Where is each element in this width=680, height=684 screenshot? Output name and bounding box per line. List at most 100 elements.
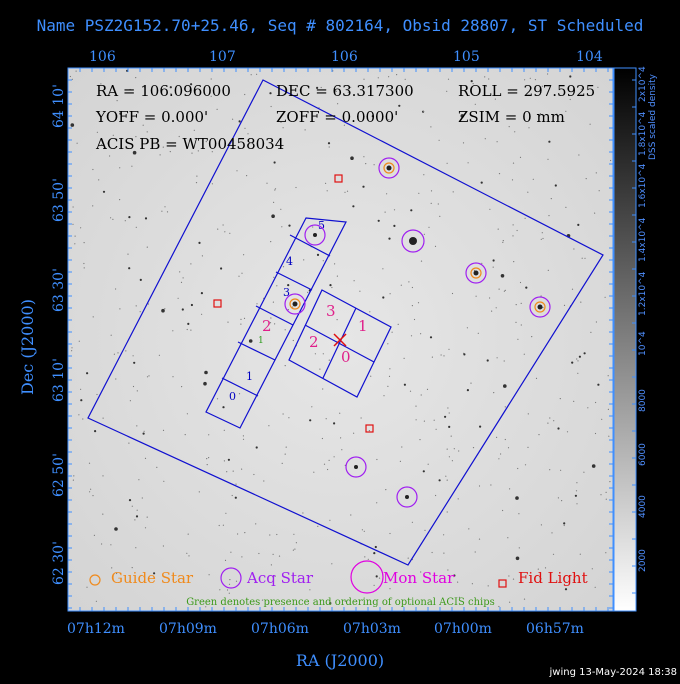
background-star <box>585 178 587 180</box>
background-star <box>572 579 575 581</box>
background-star <box>498 288 500 290</box>
background-star <box>322 388 324 390</box>
colorbar-tick-label: 8000 <box>638 389 648 412</box>
background-star <box>382 268 384 270</box>
background-star <box>486 359 489 362</box>
background-star <box>89 491 91 493</box>
background-star <box>256 303 258 305</box>
colorbar-tick-label: 1.6x10^4 <box>638 163 648 208</box>
background-star <box>223 429 225 431</box>
background-star <box>547 158 549 160</box>
guide-star-marker <box>534 301 546 313</box>
background-star <box>452 191 454 193</box>
background-star <box>86 372 89 375</box>
background-star <box>146 376 149 378</box>
background-star <box>255 523 257 525</box>
background-star <box>420 333 422 335</box>
background-star <box>534 79 537 81</box>
background-star <box>548 215 550 217</box>
background-star <box>564 588 568 591</box>
fid-light-legend-icon <box>498 579 507 588</box>
background-star <box>447 78 450 80</box>
background-star <box>210 95 212 97</box>
background-star <box>220 267 223 270</box>
background-star <box>519 281 522 284</box>
background-star <box>270 105 272 108</box>
background-star <box>399 460 401 462</box>
background-star <box>282 127 284 129</box>
background-star <box>166 211 169 213</box>
background-star <box>169 86 172 89</box>
background-star <box>181 308 184 311</box>
background-star <box>503 384 507 388</box>
background-star <box>470 382 472 384</box>
background-star <box>329 284 332 287</box>
background-star <box>76 142 78 144</box>
background-star <box>458 596 460 599</box>
background-star <box>397 323 399 325</box>
background-star <box>203 381 207 386</box>
background-star <box>502 509 504 512</box>
background-star <box>576 358 578 360</box>
background-star <box>389 588 391 590</box>
background-star <box>191 152 193 154</box>
background-star <box>401 446 403 448</box>
background-star <box>125 350 127 352</box>
background-star <box>410 335 413 337</box>
background-star <box>422 470 425 473</box>
background-star <box>569 75 572 78</box>
background-star <box>281 226 283 228</box>
background-star <box>429 336 433 339</box>
background-star <box>512 224 514 226</box>
background-star <box>138 479 140 481</box>
background-star <box>387 385 389 387</box>
background-star <box>242 438 245 440</box>
background-star <box>211 183 213 185</box>
background-star <box>314 353 316 355</box>
background-star <box>325 418 327 420</box>
background-star <box>437 203 439 205</box>
background-star <box>597 86 599 88</box>
background-star <box>448 425 451 428</box>
background-star <box>229 579 231 581</box>
background-star <box>190 329 192 331</box>
background-star <box>240 323 242 325</box>
background-star <box>512 162 515 164</box>
background-star <box>153 572 156 575</box>
background-star <box>280 208 282 210</box>
background-star <box>224 559 227 562</box>
background-star <box>225 512 227 514</box>
background-star <box>353 280 355 282</box>
background-star <box>525 286 528 289</box>
background-star <box>389 532 391 535</box>
optional-chips-note: Green denotes presence and ordering of o… <box>186 597 495 608</box>
background-star <box>563 522 566 525</box>
background-star <box>328 359 330 361</box>
acis-s-chip-label: 4 <box>286 255 293 268</box>
background-star <box>451 292 454 295</box>
background-star <box>563 304 566 306</box>
background-star <box>328 459 330 461</box>
background-star <box>111 567 113 569</box>
background-star <box>80 388 82 390</box>
background-star <box>109 155 111 157</box>
background-star <box>537 568 539 570</box>
background-star <box>346 190 349 192</box>
background-star <box>82 418 84 420</box>
acq-star-marker <box>529 296 551 318</box>
background-star <box>496 141 498 143</box>
colorbar <box>614 68 636 611</box>
background-star <box>556 113 558 115</box>
background-star <box>156 466 158 468</box>
background-star <box>517 467 519 470</box>
background-star <box>376 502 378 504</box>
background-star <box>492 259 495 262</box>
background-star <box>195 182 198 184</box>
background-star <box>327 468 329 471</box>
timestamp: jwing 13-May-2024 18:38 <box>549 667 678 678</box>
background-star <box>398 104 401 107</box>
acq-star-legend-label: Acq Star <box>247 569 314 587</box>
background-star <box>446 511 448 513</box>
background-star <box>236 170 238 172</box>
background-star <box>119 199 121 201</box>
